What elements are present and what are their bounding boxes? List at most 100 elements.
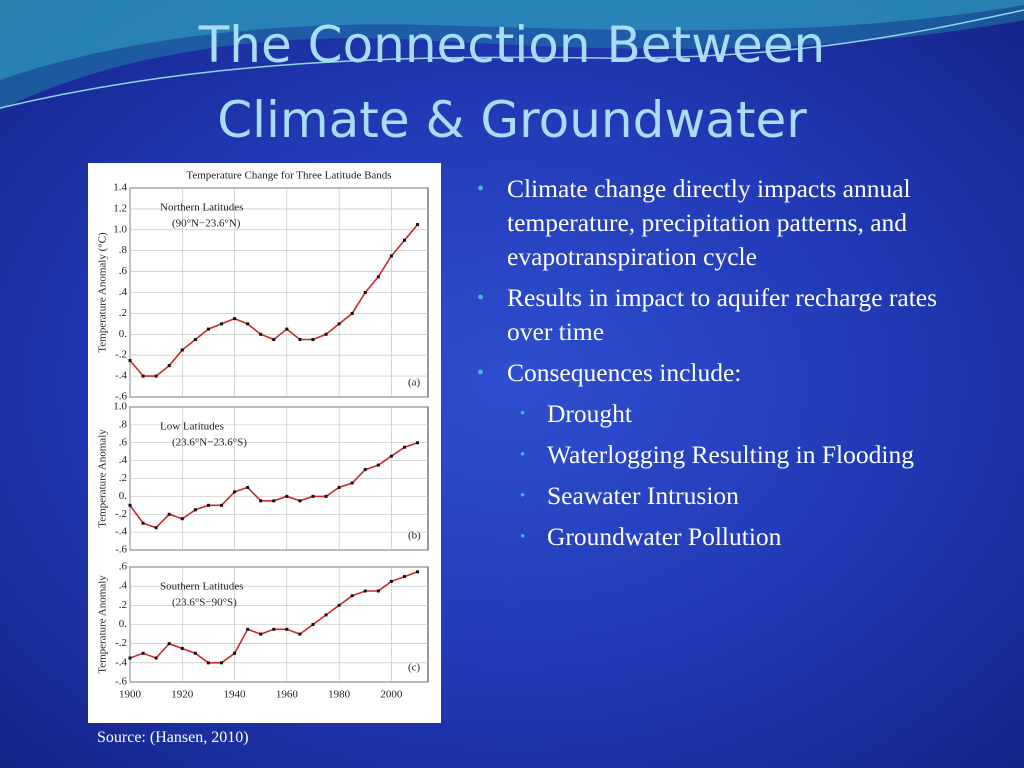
data-point [298,632,302,636]
y-tick-label: .2 [119,307,127,319]
y-tick-label: -.2 [115,637,127,649]
y-tick-label: 1.2 [113,202,127,214]
y-tick-label: -.2 [115,349,127,361]
data-point [402,575,406,579]
y-tick-label: .6 [119,436,128,448]
sub-bullet: Groundwater Pollution [472,520,982,554]
y-tick-label: 1.0 [113,401,127,413]
data-point [376,275,380,279]
data-point [233,490,237,494]
y-tick-label: .6 [119,265,128,277]
sub-bullet: Seawater Intrusion [472,479,982,513]
data-point [298,338,302,342]
bullet: Climate change directly impacts annual t… [472,172,982,274]
y-tick-label: 1.0 [113,223,127,235]
data-point [363,589,367,593]
bullet: Consequences include: [472,356,982,390]
y-tick-label: .4 [119,454,128,466]
data-point [350,481,354,485]
data-point [193,338,197,342]
data-point [128,656,132,660]
y-tick-label: .4 [119,580,128,592]
data-point [337,603,341,607]
data-point [233,317,237,321]
data-point [141,374,145,378]
data-point [128,358,132,362]
data-point [324,613,328,617]
data-point [389,579,393,583]
data-point [167,642,171,646]
data-point [272,499,276,503]
x-tick-label: 1960 [276,689,299,701]
data-point [311,623,315,626]
data-point [154,656,158,660]
data-point [311,494,315,498]
data-point [324,494,328,498]
y-tick-label: -.4 [115,370,127,382]
data-point [246,485,250,489]
data-point [298,499,302,503]
data-point [389,254,393,258]
data-point [206,327,210,331]
y-tick-label: 0. [119,328,128,340]
data-point [389,454,393,458]
data-point [285,327,289,331]
bullet: Results in impact to aquifer recharge ra… [472,281,982,349]
data-point [337,322,341,326]
data-point [141,521,145,525]
data-point [219,322,223,326]
chart-image: 1.4 1.2 1.0 .8 .6 .4 .2 0. -.2 -.4 -.6 Temperature … [88,163,441,723]
data-point [154,526,158,530]
data-point [259,499,263,503]
y-tick-label: .2 [119,599,127,611]
y-tick-label: .6 [119,561,128,573]
y-tick-label: 0. [119,490,128,502]
y-tick-label: -.6 [115,391,127,403]
y-tick-label: .2 [119,472,127,484]
data-point [206,503,210,507]
data-point [180,646,184,650]
annotation: Southern Latitudes [160,581,243,593]
data-point [337,485,341,489]
y-tick-label: 0. [119,618,128,630]
y-tick-label: .8 [119,244,128,256]
sub-bullet: Drought [472,397,982,431]
data-point [154,374,158,378]
annotation: Northern Latitudes [160,202,243,214]
data-point [128,503,132,507]
sub-bullet: Waterlogging Resulting in Flooding [472,438,982,472]
data-point [193,651,197,655]
title-line: Climate & Groundwater [217,91,807,149]
data-point [285,494,289,498]
title-line: The Connection Between [198,16,826,74]
data-point [219,503,223,507]
data-point [272,627,276,631]
annotation: (b) [408,530,421,542]
data-point [167,364,171,368]
data-point [141,651,145,655]
y-axis-label: Temperature Anomaly [97,429,109,528]
source: Source: (Hansen, 2010) [97,729,249,746]
data-point [233,651,237,655]
data-point [246,627,250,631]
y-tick-label: 1.4 [113,182,127,194]
data-point [311,338,315,342]
data-point [402,238,406,242]
y-tick-label: -.6 [115,544,127,556]
data-point [402,445,406,449]
data-point [272,338,276,342]
y-tick-label: .4 [119,286,128,298]
bullet-list: Climate change directly impacts annual t… [472,172,982,554]
x-tick-label: 1900 [119,689,142,701]
data-point [246,322,250,326]
data-point [416,441,420,445]
x-tick-label: 2000 [380,689,403,701]
data-point [180,517,184,521]
data-point [350,594,354,598]
data-point [206,661,210,665]
y-tick-label: -.6 [115,676,127,688]
y-axis-label: Temperature Anomaly (°C) [97,232,109,353]
data-point [376,589,380,593]
data-point [324,332,328,336]
